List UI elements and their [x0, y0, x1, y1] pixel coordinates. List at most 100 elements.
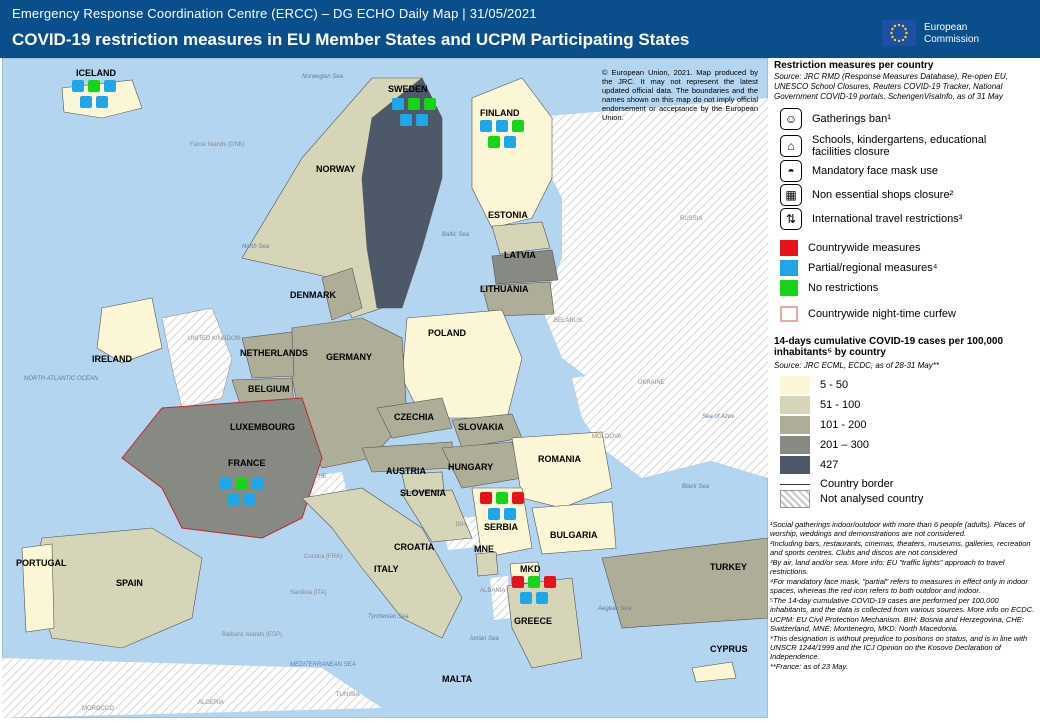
legend-not-analysed: Not analysed country	[780, 490, 923, 508]
croatia-shape	[401, 489, 473, 543]
legend-label: Country border	[820, 478, 894, 490]
albania-region	[490, 576, 510, 620]
sea-label: Norwegian Sea	[302, 74, 344, 80]
legend-label: 427	[820, 459, 839, 471]
france-shape	[121, 397, 323, 539]
country-label: SPAIN	[116, 578, 143, 588]
moldova-region	[622, 434, 660, 472]
legend-status-countrywide: Countrywide measures	[780, 240, 921, 256]
legend-label: Countrywide night-time curfew	[808, 308, 956, 320]
legend-source: Source: JRC RMD (Response Measures Datab…	[774, 72, 1008, 101]
logo-line-2: Commission	[924, 34, 980, 45]
people-icon: ☺	[780, 108, 802, 130]
map-disclaimer: © European Union, 2021. Map produced by …	[602, 68, 758, 122]
country-label: TURKEY	[710, 562, 747, 572]
map-canvas: Norwegian Sea North Sea NORTH ATLANTIC O…	[1, 57, 769, 719]
legend-label: Countrywide measures	[808, 242, 921, 254]
slovenia-shape	[401, 471, 445, 493]
denmark-shape	[321, 267, 363, 321]
legend-class-4: 201 – 300	[780, 436, 869, 454]
country-label: BELGIUM	[248, 384, 290, 394]
legend-title: Restriction measures per country	[774, 60, 934, 71]
other-label: Sardinia (ITA)	[290, 590, 327, 596]
logo-line-1: European	[924, 22, 968, 33]
footnotes: ¹Social gatherings indoor/outdoor with m…	[770, 520, 1036, 672]
country-label: CYPRUS	[710, 644, 748, 654]
italy-shape	[301, 487, 463, 639]
legend-label: International travel restrictions³	[812, 213, 963, 225]
country-label: GERMANY	[326, 352, 372, 362]
ukraine-region	[572, 358, 742, 478]
country-label: BULGARIA	[550, 530, 598, 540]
other-label: UNITED KINGDOM	[188, 336, 241, 342]
icon-cluster	[480, 120, 524, 148]
country-label: MALTA	[442, 674, 473, 684]
class-swatch	[780, 416, 810, 434]
country-label: NETHERLANDS	[240, 348, 308, 358]
country-label: SWEDEN	[388, 84, 428, 94]
legend-class-3: 101 - 200	[780, 416, 866, 434]
country-label: NORWAY	[316, 164, 356, 174]
sea-label: Baltic Sea	[442, 232, 470, 238]
blue-swatch	[780, 260, 798, 276]
other-label: MOROCCO	[82, 706, 114, 712]
other-label: BELARUS	[554, 318, 582, 324]
country-label: ICELAND	[76, 68, 116, 78]
sea-label: Black Sea	[682, 484, 710, 490]
icon-cluster	[480, 492, 524, 520]
european-commission-logo: European Commission	[878, 16, 1028, 54]
lithuania-shape	[481, 281, 555, 317]
sea-label: NORTH ATLANTIC OCEAN	[24, 376, 99, 382]
country-label: LATVIA	[504, 250, 536, 260]
legend-label: 201 – 300	[820, 439, 869, 451]
sea-label: Aegean Sea	[597, 606, 632, 612]
legend-class-1: 5 - 50	[780, 376, 848, 394]
cases-source: Source: JRC ECML, ECDC, as of 28-31 May*…	[774, 361, 939, 370]
cases-title: 14-days cumulative COVID-19 cases per 10…	[774, 336, 1004, 358]
montenegro-shape	[475, 551, 499, 577]
portugal-shape	[21, 543, 55, 633]
footnote: UCPM: EU Civil Protection Mechanism. BIH…	[770, 615, 1024, 633]
eu-flag-icon	[882, 20, 916, 46]
country-label: HUNGARY	[448, 462, 493, 472]
country-label: ROMANIA	[538, 454, 581, 464]
legend-class-5: 427	[780, 456, 838, 474]
legend-label: No restrictions	[808, 282, 879, 294]
class-swatch	[780, 396, 810, 414]
sea-label: Tyrrhenian Sea	[368, 614, 409, 620]
north-africa-region	[2, 658, 382, 718]
icon-cluster	[392, 98, 436, 126]
class-swatch	[780, 456, 810, 474]
uk-region	[161, 307, 233, 409]
czechia-shape	[376, 397, 453, 439]
country-label: CROATIA	[394, 542, 435, 552]
sea-label: North Sea	[242, 244, 270, 250]
legend-label: Gatherings ban¹	[812, 113, 891, 125]
icon-cluster	[512, 576, 556, 604]
legend-measure-gatherings: ☺ Gatherings ban¹	[780, 108, 891, 130]
estonia-shape	[491, 221, 551, 255]
border-line	[780, 483, 810, 485]
sea-label: MEDITERRANEAN SEA	[290, 662, 356, 668]
other-label: BIH	[456, 522, 466, 528]
legend-status-none: No restrictions	[780, 280, 878, 296]
other-label: RUSSIA	[680, 216, 702, 222]
country-label: ITALY	[374, 564, 399, 574]
country-label: DENMARK	[290, 290, 336, 300]
country-label: AUSTRIA	[386, 466, 426, 476]
class-swatch	[780, 376, 810, 394]
legend-label: Not analysed country	[820, 493, 924, 505]
legend-label: 101 - 200	[820, 419, 867, 431]
country-label: POLAND	[428, 328, 467, 338]
header-bar: Emergency Response Coordination Centre (…	[0, 0, 1040, 58]
legend-measure-mask: ◓ Mandatory face mask use	[780, 160, 938, 182]
cyprus-shape	[691, 661, 737, 683]
red-swatch	[780, 240, 798, 256]
green-swatch	[780, 280, 798, 296]
other-label: Corsica (FRA)	[304, 554, 342, 560]
legend-label: Partial/regional measures⁴	[808, 262, 938, 274]
school-icon: ⌂	[780, 135, 802, 157]
belarus-region	[552, 288, 662, 378]
footnote: ²Including bars, restaurants, cinemas, t…	[770, 539, 1031, 557]
sea-label: Ionian Sea	[470, 636, 499, 642]
